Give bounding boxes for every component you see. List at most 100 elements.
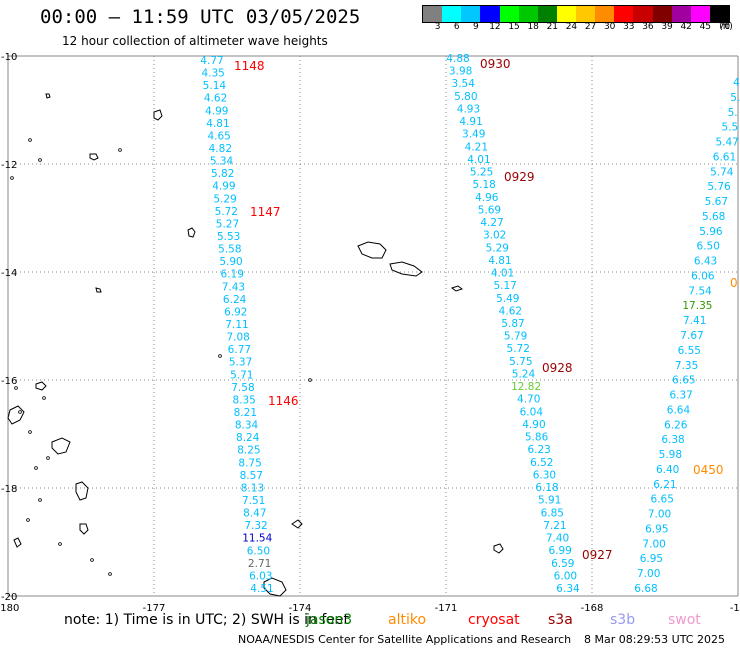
credit-text: NOAA/NESDIS Center for Satellite Applica… [238, 633, 572, 646]
wave-height-value: 8.24 [236, 432, 260, 444]
wave-height-value: 3.54 [452, 78, 476, 90]
pass-time-label: 1146 [268, 394, 299, 408]
pass-time-label: 0450 [693, 463, 724, 477]
legend-unit-label: (ft) [719, 22, 733, 32]
islet-dot [14, 386, 18, 390]
wave-height-value: 7.54 [688, 285, 712, 297]
lat-tick-label: -10 [1, 52, 17, 63]
legend-swatch-9 [461, 6, 481, 22]
lat-lon-grid [7, 55, 739, 597]
islet-dot [218, 354, 222, 358]
wave-height-value: 4.81 [488, 255, 511, 267]
wave-height-value: 6.06 [691, 270, 715, 282]
legend-swatch-15 [499, 6, 519, 22]
wave-height-value: 5.90 [219, 256, 242, 268]
wave-height-value: 6.21 [653, 479, 676, 491]
wave-height-value: 5.5 [722, 122, 739, 134]
lat-tick-label: -20 [1, 592, 17, 603]
legend-label-42: 42 [680, 22, 692, 32]
wave-height-value: 6.00 [554, 570, 577, 582]
pass-time-label: 0 [730, 276, 738, 290]
island-outline [389, 261, 423, 277]
generation-timestamp: 8 Mar 08:29:53 UTC 2025 [584, 633, 725, 646]
wave-height-value: 6.85 [541, 507, 564, 519]
wave-height-value: 5.82 [211, 168, 234, 180]
mission-label-swot: swot [668, 612, 701, 628]
wave-height-value: 4.01 [491, 268, 514, 280]
island-outline [153, 109, 163, 121]
color-legend-bar [422, 5, 730, 23]
legend-swatch-12 [480, 6, 500, 22]
island-outlines [7, 93, 504, 597]
wave-height-value: 6.26 [664, 419, 688, 431]
wave-height-value: 8.34 [235, 420, 259, 432]
wave-height-value: 4.27 [480, 217, 503, 229]
wave-height-value: 6.52 [530, 457, 553, 469]
wave-height-value: 5.58 [218, 244, 241, 256]
wave-height-value: 5.96 [699, 226, 723, 238]
legend-label-39: 39 [661, 22, 673, 32]
wave-height-value: 5. [728, 107, 738, 119]
legend-label-70: 70 [718, 22, 731, 32]
islet-dot [308, 378, 312, 382]
wave-height-value: 7.35 [675, 360, 698, 372]
wave-height-value: 3.98 [449, 66, 472, 78]
mission-label-s3b: s3b [610, 612, 636, 628]
wave-height-value: 3.02 [483, 230, 506, 242]
wave-height-value: 6.19 [221, 269, 244, 281]
wave-height-value: 5.47 [715, 137, 738, 149]
mission-label-jason3: jason3 [306, 612, 353, 628]
wave-height-value: 8.21 [234, 407, 257, 419]
wave-height-value: 6.18 [535, 482, 558, 494]
wave-height-value: 12.82 [511, 381, 541, 393]
wave-height-value: 8.75 [238, 457, 261, 469]
island-outline [79, 523, 89, 535]
legend-swatch-39 [652, 6, 672, 22]
wave-height-value: 4.62 [499, 305, 522, 317]
pass-time-label: 0928 [542, 361, 573, 375]
legend-label-45: 45 [699, 22, 712, 32]
legend-swatch-33 [614, 6, 634, 22]
legend-label-18: 18 [527, 22, 539, 32]
legend-label-3: 3 [434, 22, 441, 32]
island-outline [13, 537, 22, 548]
track-c: 4. 5. 5. 5.5 5.47 6.61 5.74 5.76 5.67 5.68 5.96 6.5… [634, 77, 740, 595]
wave-height-value: 4.77 [200, 55, 223, 67]
islet-dot [28, 430, 32, 434]
wave-height-value: 6.30 [533, 469, 556, 481]
wave-height-value: 6.59 [551, 558, 574, 570]
wave-height-value: 4.99 [212, 181, 235, 193]
wave-height-value: 5.17 [493, 280, 516, 292]
pass-time-label: 1147 [250, 205, 281, 219]
lon-tick-label: -171 [435, 603, 458, 614]
wave-height-value: 5.53 [217, 231, 240, 243]
wave-height-value: 17.35 [682, 300, 712, 312]
islet-dot [28, 138, 32, 142]
lat-tick-label: -18 [1, 484, 17, 495]
wave-height-value: 4.70 [517, 394, 540, 406]
island-outline [35, 381, 47, 391]
wave-height-value: 4.96 [475, 192, 499, 204]
wave-height-value: 7.32 [244, 520, 267, 532]
islet-dot [10, 176, 14, 180]
wave-height-value: 5.79 [504, 331, 527, 343]
lat-tick-label: -14 [1, 268, 17, 279]
wave-height-value: 5. [730, 92, 740, 104]
track-b: 4.883.983.545.804.934.913.494.214.015.25… [446, 53, 580, 595]
wave-height-value: 7.00 [637, 568, 660, 580]
axis-tick-labels: -180 -177 -174 -171 -168 -16 -10 -12 -14 -16 -18 -2… [0, 52, 740, 614]
wave-height-value: 5.14 [203, 80, 227, 92]
wave-height-value: 5.49 [496, 293, 519, 305]
wave-height-value: 5.86 [525, 432, 549, 444]
wave-height-value: 5.67 [705, 196, 728, 208]
wave-height-value: 4.91 [459, 116, 482, 128]
islet-dot [34, 466, 38, 470]
islet-dot [46, 456, 50, 460]
island-outline [7, 405, 25, 425]
wave-height-value: 6.64 [667, 404, 691, 416]
island-outline [263, 577, 287, 597]
legend-label-36: 36 [642, 22, 654, 32]
islet-dot [118, 148, 122, 152]
pass-time-label: 0929 [504, 170, 535, 184]
